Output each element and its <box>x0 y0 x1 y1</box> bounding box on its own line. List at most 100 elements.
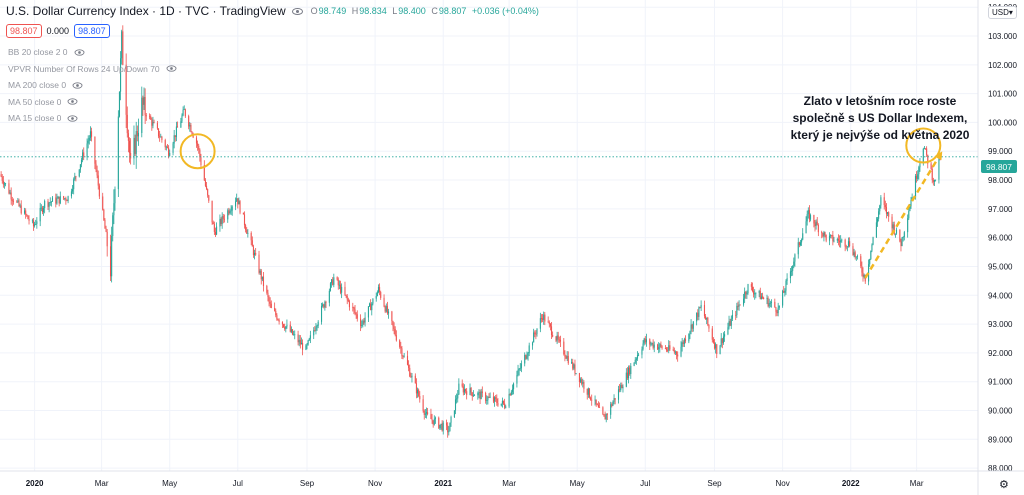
indicator-eye-icon[interactable] <box>166 65 177 72</box>
candle-body <box>308 338 310 341</box>
candle-body <box>134 137 136 154</box>
candle-body <box>424 413 426 415</box>
candle-body <box>430 414 432 420</box>
candle-body <box>36 221 38 224</box>
candle-body <box>823 232 825 237</box>
candle-body <box>509 394 511 396</box>
candle-body <box>628 367 630 379</box>
y-tick-label: 101.000 <box>988 90 1017 99</box>
candle-body <box>212 222 214 225</box>
candle-body <box>746 293 748 295</box>
candle-body <box>400 346 402 349</box>
candle-body <box>58 196 60 204</box>
candle-body <box>572 361 574 369</box>
candle-body <box>56 198 58 204</box>
candle-body <box>696 312 698 322</box>
candle-body <box>794 254 796 262</box>
candle-body <box>322 304 324 306</box>
currency-selector[interactable]: USD▾ <box>988 6 1017 19</box>
candle-body <box>611 404 613 406</box>
candle-body <box>564 354 566 357</box>
candle-body <box>793 261 795 266</box>
indicator-eye-icon[interactable] <box>67 98 78 105</box>
candle-body <box>664 348 666 350</box>
candle-body <box>707 317 709 325</box>
candle-body <box>172 143 174 153</box>
candle-body <box>72 189 74 192</box>
candle-body <box>157 128 160 137</box>
candle-body <box>235 201 237 207</box>
candle-body <box>488 397 490 399</box>
candle-body <box>376 291 378 297</box>
candle-body <box>893 224 895 234</box>
candle-body <box>95 163 97 170</box>
indicator-bb[interactable]: BB 20 close 2 0 <box>8 44 177 61</box>
candle-body <box>817 224 819 233</box>
candle-body <box>689 331 691 335</box>
visibility-eye-icon[interactable] <box>291 7 303 15</box>
candle-body <box>558 339 560 341</box>
candle-body <box>721 338 723 343</box>
candle-body <box>775 307 777 312</box>
candle-body <box>105 228 107 232</box>
candle-body <box>293 334 295 336</box>
symbol-title[interactable]: U.S. Dollar Currency Index · 1D · TVC · … <box>6 4 286 18</box>
close-value: 98.807 <box>438 6 467 16</box>
candle-body <box>465 389 467 392</box>
indicator-eye-icon[interactable] <box>67 115 78 122</box>
x-tick-label: Jul <box>640 479 650 488</box>
candle-body <box>352 307 354 308</box>
candle-body <box>145 115 147 117</box>
candle-body <box>622 386 624 389</box>
candle-body <box>563 341 565 355</box>
sell-price-button[interactable]: 98.807 <box>6 24 42 38</box>
candle-body <box>252 246 254 256</box>
candle-body <box>387 311 390 314</box>
candle-body <box>755 292 757 294</box>
candle-body <box>188 116 190 127</box>
candle-body <box>487 397 489 401</box>
candle-body <box>297 334 299 343</box>
candle-body <box>276 315 278 320</box>
candle-body <box>78 169 80 177</box>
candle-body <box>181 115 183 122</box>
candle-body <box>284 326 286 330</box>
candle-body <box>657 344 659 350</box>
candle-body <box>932 179 934 182</box>
indicator-ma15[interactable]: MA 15 close 0 <box>8 110 177 127</box>
indicator-eye-icon[interactable] <box>74 49 84 56</box>
candle-body <box>156 122 158 129</box>
candle-body <box>324 301 326 308</box>
candle-body <box>692 321 694 329</box>
candle-body <box>192 134 194 138</box>
candle-body <box>518 369 520 371</box>
buy-price-button[interactable]: 98.807 <box>74 24 110 38</box>
candle-body <box>446 422 448 426</box>
indicator-ma50[interactable]: MA 50 close 0 <box>8 94 177 111</box>
candle-body <box>90 131 93 137</box>
candle-body <box>784 290 786 293</box>
candle-body <box>473 395 476 397</box>
candle-body <box>706 317 708 320</box>
indicator-ma200[interactable]: MA 200 close 0 <box>8 77 177 94</box>
candle-body <box>159 136 161 138</box>
candle-body <box>89 131 91 138</box>
candle-body <box>508 394 510 407</box>
candle-body <box>441 423 443 431</box>
chart-annotation[interactable]: Zlato v letošním roce roste společně s U… <box>770 93 990 144</box>
candle-body <box>808 210 810 220</box>
gear-icon[interactable]: ⚙ <box>999 479 1009 491</box>
candle-body <box>8 183 10 194</box>
candle-body <box>402 355 404 357</box>
candle-body <box>309 335 311 339</box>
candle-body <box>268 296 270 302</box>
currency-label: USD <box>992 8 1009 17</box>
candle-body <box>833 240 835 242</box>
candle-body <box>602 407 604 415</box>
indicator-vpvr[interactable]: VPVR Number Of Rows 24 Up/Down 70 <box>8 61 177 78</box>
candle-body <box>902 237 904 238</box>
candle-body <box>504 403 506 408</box>
indicator-eye-icon[interactable] <box>72 82 83 89</box>
candle-body <box>595 399 597 405</box>
